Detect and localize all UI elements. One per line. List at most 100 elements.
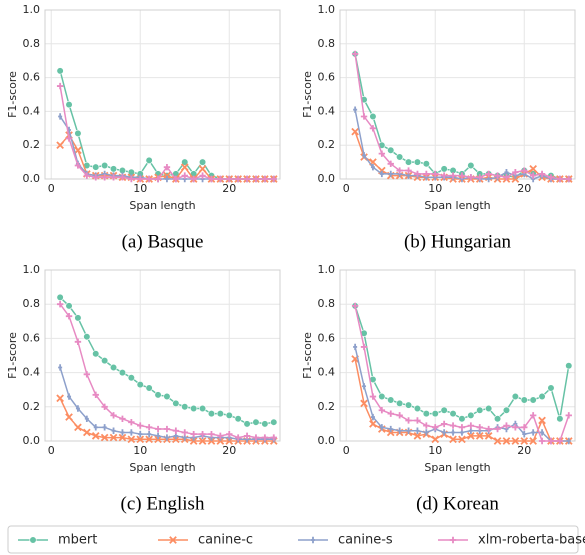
marker [56, 293, 64, 301]
marker [442, 429, 447, 436]
plot-area [45, 270, 280, 441]
marker [467, 411, 475, 419]
marker [119, 174, 126, 181]
marker [261, 434, 269, 441]
marker [56, 82, 64, 90]
marker [190, 175, 197, 183]
marker [145, 424, 153, 431]
marker [243, 175, 251, 183]
marker [467, 161, 475, 170]
marker [467, 422, 475, 429]
marker [396, 167, 403, 174]
marker [531, 429, 536, 436]
marker [84, 415, 89, 422]
marker [261, 420, 269, 428]
marker [540, 429, 545, 436]
x-tick-label: 0 [48, 182, 55, 195]
marker [127, 435, 136, 444]
marker [388, 425, 393, 433]
caption: (b) Hungarian [404, 231, 512, 252]
marker [494, 172, 501, 179]
marker [422, 410, 430, 418]
x-tick-label: 10 [133, 182, 147, 195]
marker [111, 427, 116, 434]
marker [163, 425, 171, 433]
marker [65, 302, 73, 310]
marker [129, 429, 134, 436]
marker [198, 437, 207, 445]
marker [101, 174, 108, 181]
marker [65, 312, 73, 320]
marker [369, 420, 377, 428]
marker [270, 175, 277, 183]
marker [467, 174, 475, 181]
x-axis-label: Span length [424, 461, 490, 474]
marker [362, 152, 367, 159]
y-tick-label: 0.6 [23, 71, 41, 84]
marker [566, 437, 571, 445]
marker [56, 141, 64, 150]
marker [58, 113, 63, 120]
marker [198, 158, 207, 166]
marker [163, 163, 171, 171]
marker [172, 427, 180, 434]
marker [137, 422, 144, 429]
y-tick-label: 0.8 [318, 297, 336, 310]
y-tick-label: 1.0 [23, 3, 41, 16]
marker [538, 437, 546, 445]
marker [397, 427, 402, 434]
marker [404, 401, 413, 409]
marker [422, 160, 430, 168]
marker [118, 433, 127, 442]
legend-item: canine-c [158, 533, 253, 548]
marker [234, 434, 242, 441]
marker [270, 434, 277, 441]
marker [529, 172, 537, 179]
marker [164, 175, 169, 183]
y-tick-label: 0.4 [318, 366, 336, 379]
marker [83, 172, 91, 179]
marker [485, 404, 493, 413]
marker [458, 415, 466, 423]
marker [360, 399, 368, 408]
marker [475, 432, 484, 440]
marker [379, 170, 384, 178]
marker [56, 301, 64, 308]
marker [565, 175, 572, 183]
marker [101, 357, 109, 365]
marker [67, 393, 72, 400]
marker [370, 413, 375, 421]
y-tick-label: 0.2 [23, 138, 41, 151]
y-tick-label: 0.0 [318, 172, 336, 185]
marker [547, 174, 555, 181]
marker [538, 416, 546, 425]
marker [387, 146, 395, 154]
marker [226, 430, 233, 438]
marker [449, 422, 457, 429]
marker [92, 163, 100, 171]
marker [406, 427, 411, 434]
marker [378, 407, 386, 414]
marker [386, 428, 395, 437]
marker [172, 399, 180, 407]
marker [423, 422, 430, 429]
marker [189, 437, 198, 445]
legend-item: canine-s [298, 533, 393, 548]
marker [351, 302, 359, 310]
marker [512, 169, 519, 176]
marker [226, 175, 233, 183]
x-tick-label: 20 [517, 182, 531, 195]
marker [556, 437, 564, 445]
marker [127, 374, 135, 382]
marker [102, 424, 107, 431]
legend-box [7, 525, 579, 554]
marker [414, 170, 421, 178]
axes-frame [339, 269, 576, 442]
marker [351, 127, 359, 136]
marker [270, 418, 278, 426]
marker [100, 433, 109, 442]
x-tick-label: 10 [428, 444, 442, 457]
marker [74, 338, 82, 346]
legend-label: canine-s [338, 533, 393, 548]
marker [110, 174, 117, 181]
